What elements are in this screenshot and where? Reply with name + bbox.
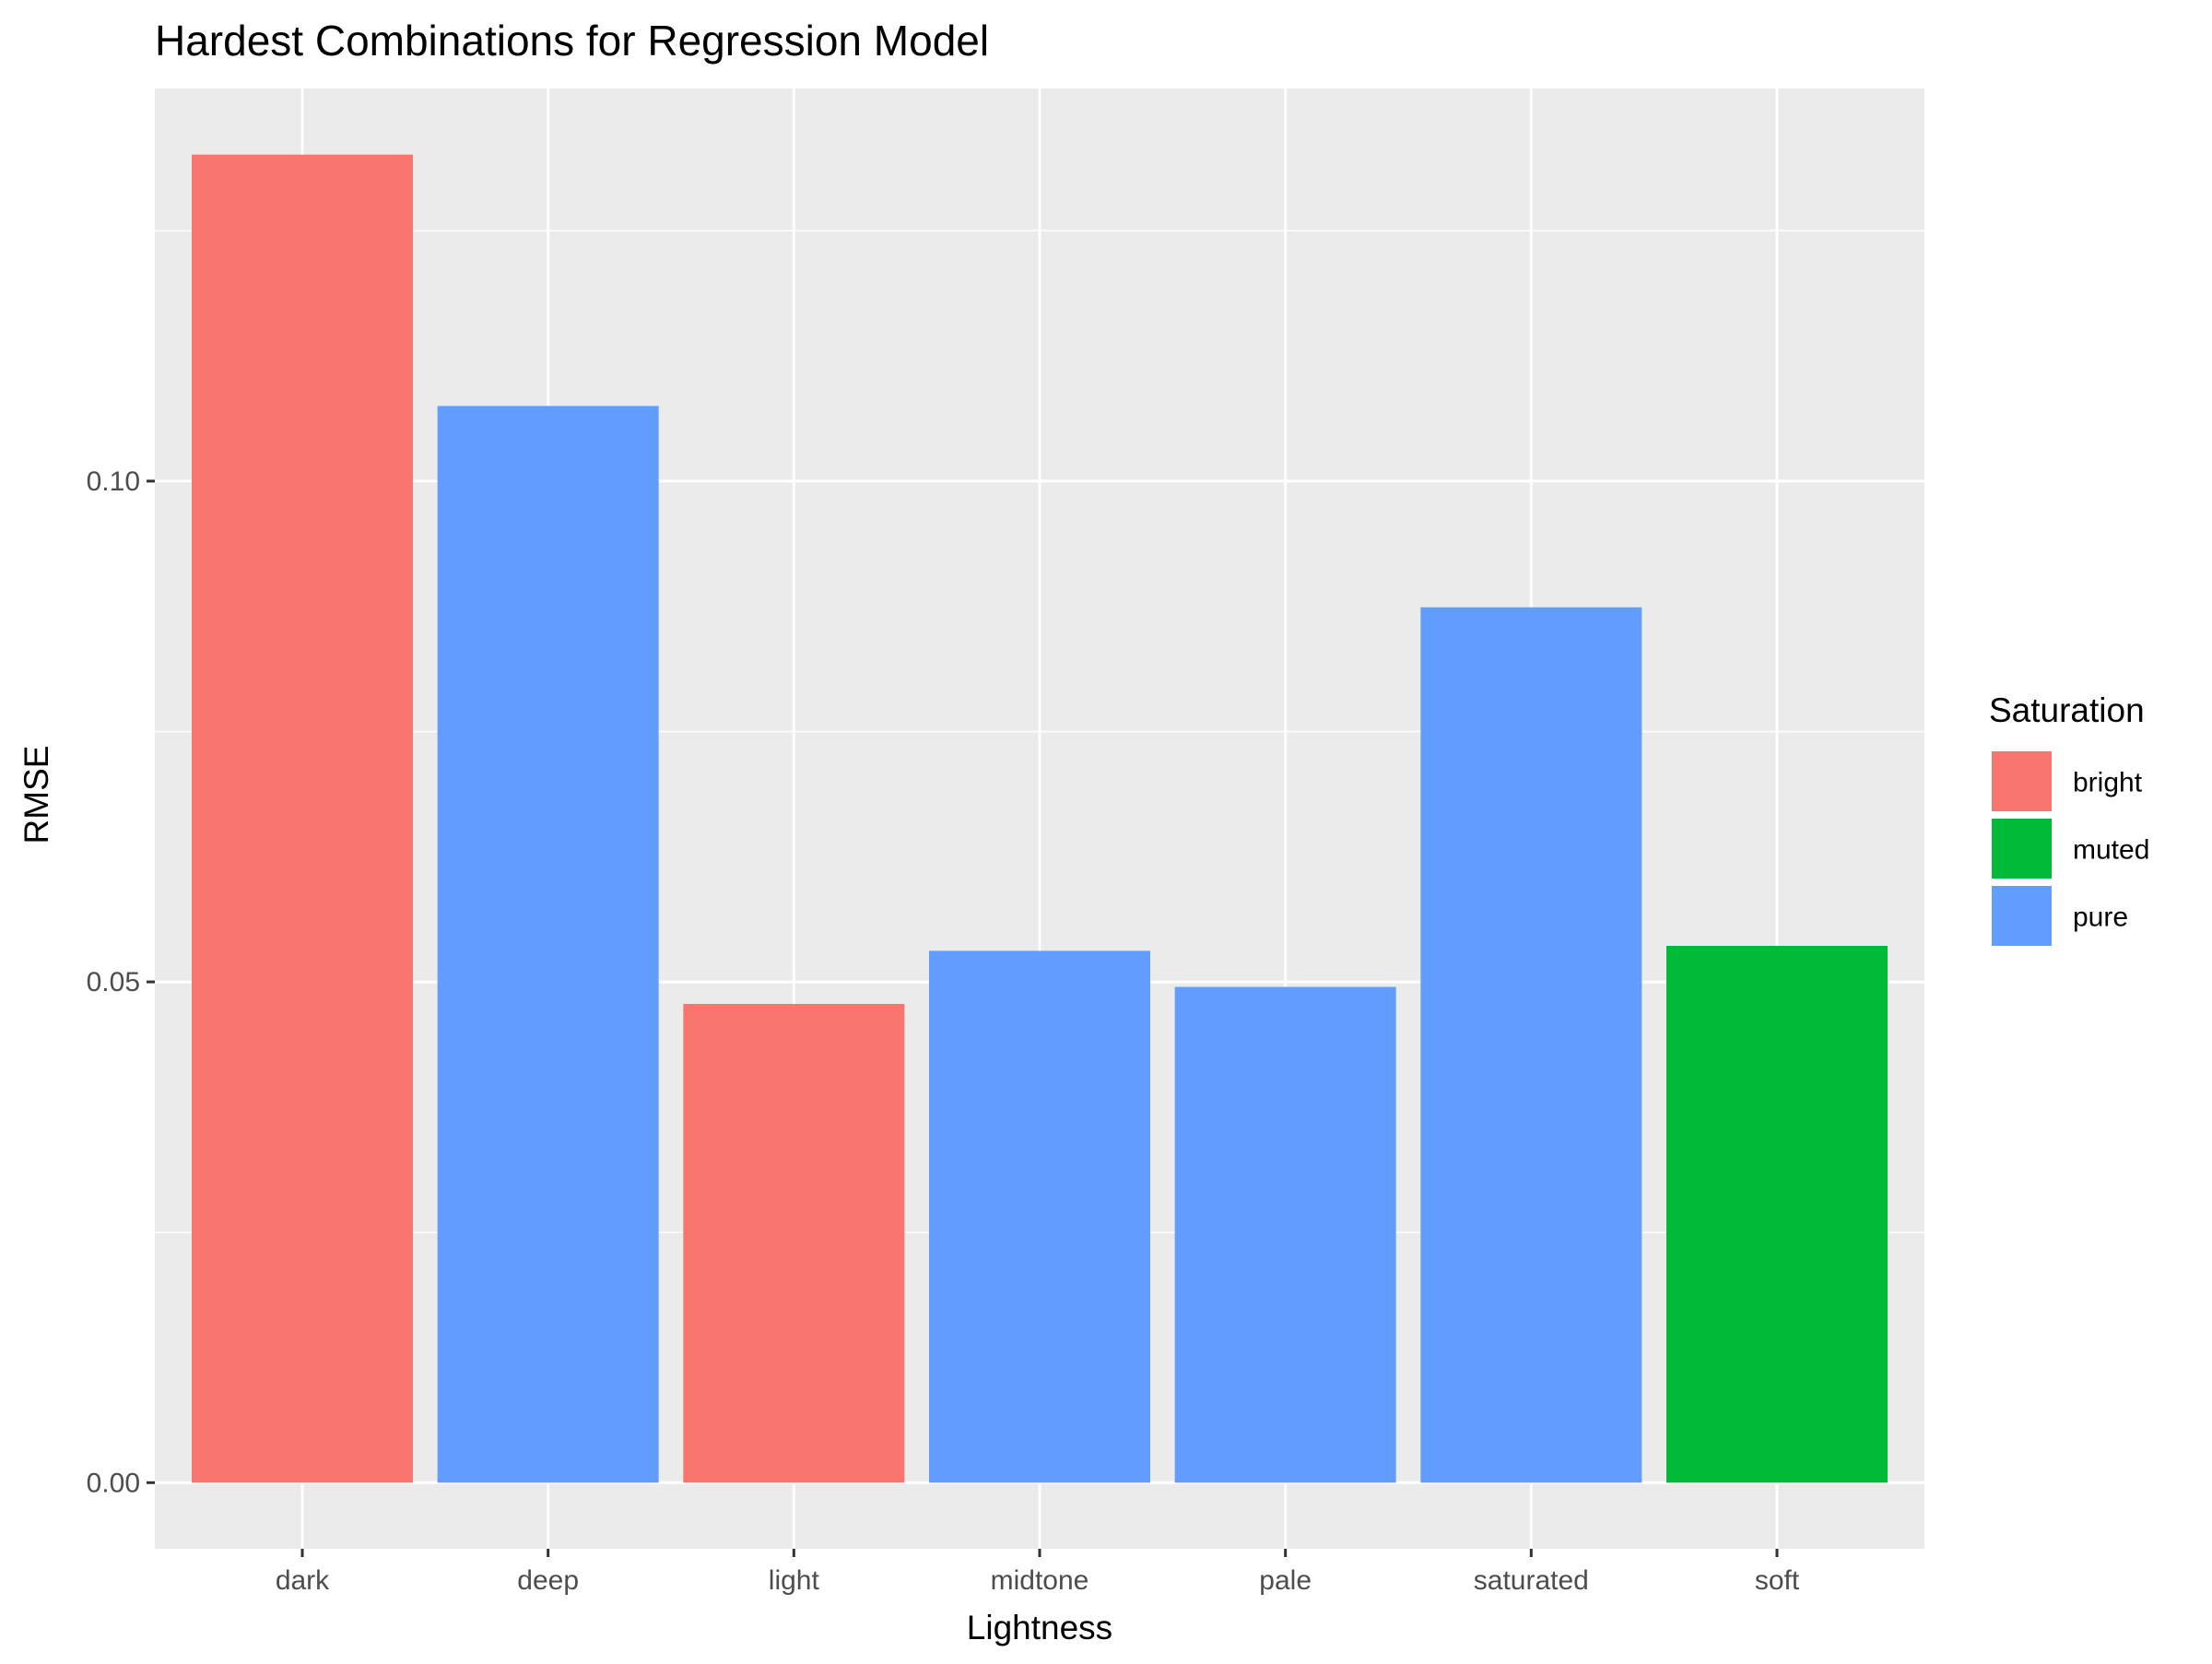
x-tick-label: saturated xyxy=(1474,1565,1589,1596)
legend-label: bright xyxy=(2073,768,2143,798)
legend-title: Saturation xyxy=(1989,691,2145,729)
y-axis-title: RMSE xyxy=(18,746,55,844)
chart-title: Hardest Combinations for Regression Mode… xyxy=(155,17,989,65)
legend: Saturation bright muted pure xyxy=(1989,691,2149,948)
bar-light xyxy=(683,1003,905,1483)
bar-dark xyxy=(192,154,413,1483)
x-axis: dark deep light midtone pale saturated soft xyxy=(276,1549,1800,1596)
x-tick-label: deep xyxy=(517,1565,579,1596)
legend-key-pure xyxy=(1990,884,2053,948)
y-tick-label: 0.05 xyxy=(87,967,140,997)
y-tick-label: 0.10 xyxy=(87,466,140,497)
legend-label: muted xyxy=(2073,835,2149,866)
bar-midtone xyxy=(929,950,1150,1483)
bar-saturated xyxy=(1420,607,1642,1483)
x-tick-label: dark xyxy=(276,1565,330,1596)
bar-deep xyxy=(437,406,659,1483)
legend-key-muted xyxy=(1990,817,2053,880)
y-axis: 0.00 0.05 0.10 xyxy=(87,466,155,1498)
bar-series xyxy=(192,154,1888,1483)
x-tick-label: pale xyxy=(1259,1565,1312,1596)
bar-pale xyxy=(1174,986,1396,1483)
legend-key-bright xyxy=(1990,749,2053,813)
x-axis-title: Lightness xyxy=(967,1609,1112,1646)
y-tick-label: 0.00 xyxy=(87,1468,140,1498)
bar-soft xyxy=(1666,945,1888,1483)
legend-label: pure xyxy=(2073,903,2128,933)
x-tick-label: light xyxy=(769,1565,820,1596)
x-tick-label: soft xyxy=(1755,1565,1800,1596)
x-tick-label: midtone xyxy=(991,1565,1089,1596)
